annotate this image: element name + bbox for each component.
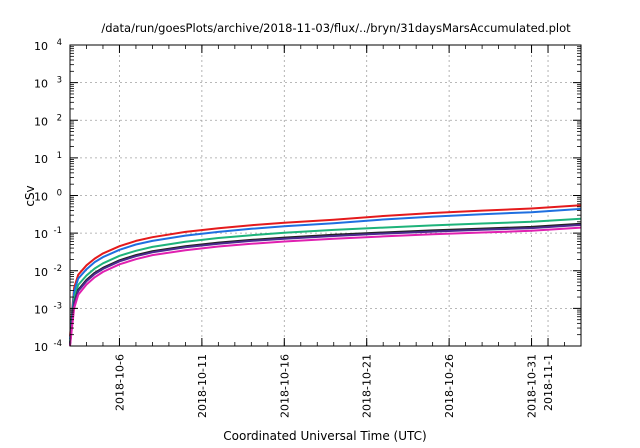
x-tick-label: 2018-10-16	[278, 354, 291, 418]
x-tick-label: 2018-10-31	[526, 354, 539, 418]
x-tick-labels: 2018-10-6 2018-10-11 2018-10-16 2018-10-21 2…	[113, 354, 555, 418]
x-tick-label: 2018-10-6	[113, 354, 126, 411]
x-axis-label: Coordinated Universal Time (UTC)	[223, 429, 426, 443]
y-tick-label: 10 1	[34, 151, 62, 166]
grid-layer	[70, 45, 581, 346]
series-line-3	[69, 217, 582, 344]
series-line-6	[69, 226, 582, 347]
y-tick-label: 10 3	[34, 76, 62, 91]
y-tick-label: 10 -1	[34, 226, 62, 241]
y-tick-label: 10 0	[34, 189, 62, 204]
series-layer	[69, 204, 582, 347]
x-tick-label: 2018-10-26	[443, 354, 456, 418]
y-tick-label: 10 -2	[34, 264, 62, 279]
y-tick-label: 10 4	[34, 38, 62, 53]
x-tick-label: 2018-11-1	[542, 354, 555, 411]
x-tick-label: 2018-10-21	[361, 354, 374, 418]
series-line-1	[69, 204, 582, 337]
y-tick-label: 10 2	[34, 113, 62, 128]
y-tick-label: 10 -3	[34, 301, 62, 316]
series-line-2	[69, 207, 582, 340]
y-axis-label: cSv	[23, 185, 37, 206]
series-line-5	[69, 223, 582, 346]
x-tick-label: 2018-10-11	[196, 354, 209, 418]
chart-title: /data/run/goesPlots/archive/2018-11-03/f…	[101, 21, 571, 35]
y-tick-label: 10 -4	[34, 339, 62, 354]
tick-layer	[69, 44, 582, 347]
